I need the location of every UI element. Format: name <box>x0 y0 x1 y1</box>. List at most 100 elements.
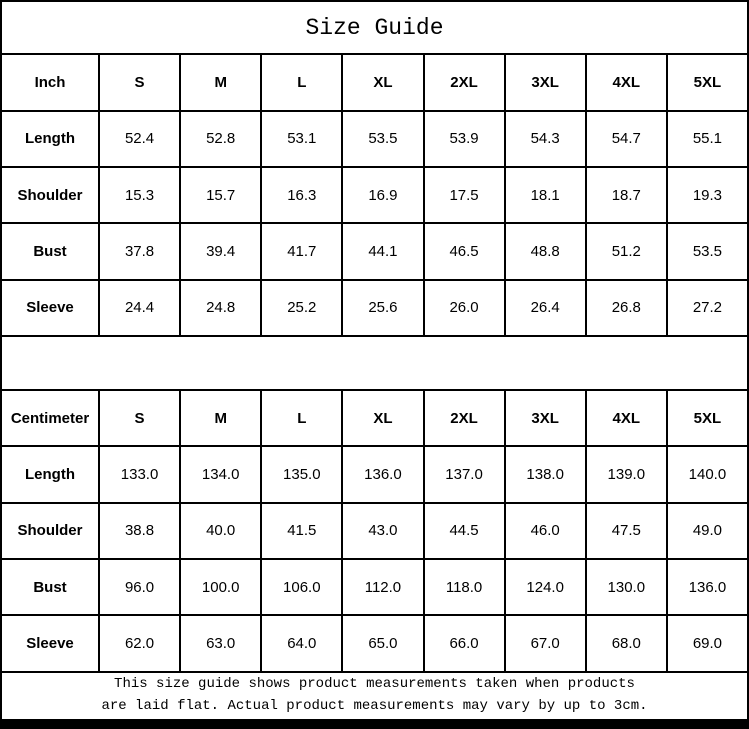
size-header-cell: M <box>179 53 263 112</box>
value-cell: 52.4 <box>97 109 182 168</box>
value-cell: 25.2 <box>260 278 344 337</box>
value-cell: 63.0 <box>179 614 263 673</box>
value-cell: 136.0 <box>665 558 749 617</box>
value-cell: 26.4 <box>503 278 587 337</box>
size-header-cell: S <box>97 53 182 112</box>
value-cell: 53.9 <box>422 109 506 168</box>
size-header-cell: 5XL <box>665 53 749 112</box>
footer-row: This size guide shows product measuremen… <box>0 670 749 722</box>
value-cell: 15.7 <box>179 165 263 225</box>
size-header-cell: 2XL <box>422 389 506 448</box>
value-cell: 37.8 <box>97 222 182 281</box>
value-cell: 16.3 <box>260 165 344 225</box>
value-cell: 67.0 <box>503 614 587 673</box>
measurement-row: Bust 37.8 39.4 41.7 44.1 46.5 48.8 51.2 53.5 <box>0 222 749 281</box>
value-cell: 64.0 <box>260 614 344 673</box>
title-row: Size Guide <box>0 0 749 56</box>
value-cell: 54.7 <box>584 109 668 168</box>
size-header-row: Inch S M L XL 2XL 3XL 4XL 5XL <box>0 53 749 112</box>
value-cell: 68.0 <box>584 614 668 673</box>
value-cell: 133.0 <box>97 445 182 504</box>
size-header-cell: XL <box>341 53 425 112</box>
value-cell: 43.0 <box>341 501 425 561</box>
value-cell: 19.3 <box>665 165 749 225</box>
value-cell: 135.0 <box>260 445 344 504</box>
row-label-cell: Shoulder <box>0 165 100 225</box>
value-cell: 48.8 <box>503 222 587 281</box>
measurement-row: Shoulder 38.8 40.0 41.5 43.0 44.5 46.0 47.5 49.0 <box>0 501 749 561</box>
footer-note-line1: This size guide shows product measuremen… <box>114 676 635 693</box>
value-cell: 26.8 <box>584 278 668 337</box>
value-cell: 16.9 <box>341 165 425 225</box>
row-label-cell: Sleeve <box>0 278 100 337</box>
value-cell: 96.0 <box>97 558 182 617</box>
measurement-row: Bust 96.0 100.0 106.0 112.0 118.0 124.0 130.0 13… <box>0 558 749 617</box>
value-cell: 39.4 <box>179 222 263 281</box>
unit-header-cell: Inch <box>0 53 100 112</box>
size-header-cell: 3XL <box>503 53 587 112</box>
value-cell: 27.2 <box>665 278 749 337</box>
value-cell: 69.0 <box>665 614 749 673</box>
value-cell: 15.3 <box>97 165 182 225</box>
value-cell: 40.0 <box>179 501 263 561</box>
value-cell: 18.7 <box>584 165 668 225</box>
value-cell: 17.5 <box>422 165 506 225</box>
value-cell: 24.8 <box>179 278 263 337</box>
value-cell: 52.8 <box>179 109 263 168</box>
size-header-cell: XL <box>341 389 425 448</box>
value-cell: 41.5 <box>260 501 344 561</box>
row-label-cell: Shoulder <box>0 501 100 561</box>
value-cell: 51.2 <box>584 222 668 281</box>
size-header-cell: S <box>97 389 182 448</box>
page-title: Size Guide <box>0 0 749 56</box>
measurement-row: Sleeve 62.0 63.0 64.0 65.0 66.0 67.0 68.0 69.0 <box>0 614 749 673</box>
value-cell: 41.7 <box>260 222 344 281</box>
title-section: Size Guide <box>0 0 749 56</box>
value-cell: 26.0 <box>422 278 506 337</box>
footer-note-line2: are laid flat. Actual product measuremen… <box>101 697 648 714</box>
size-header-cell: 3XL <box>503 389 587 448</box>
bottom-bar <box>0 721 749 729</box>
spacer-row <box>0 334 749 392</box>
value-cell: 24.4 <box>97 278 182 337</box>
value-cell: 130.0 <box>584 558 668 617</box>
value-cell: 66.0 <box>422 614 506 673</box>
value-cell: 124.0 <box>503 558 587 617</box>
value-cell: 44.5 <box>422 501 506 561</box>
value-cell: 140.0 <box>665 445 749 504</box>
value-cell: 138.0 <box>503 445 587 504</box>
value-cell: 100.0 <box>179 558 263 617</box>
value-cell: 18.1 <box>503 165 587 225</box>
size-header-cell: 2XL <box>422 53 506 112</box>
spacer-section <box>0 334 749 392</box>
size-header-row: Centimeter S M L XL 2XL 3XL 4XL 5XL <box>0 389 749 448</box>
value-cell: 38.8 <box>97 501 182 561</box>
row-label-cell: Bust <box>0 558 100 617</box>
value-cell: 49.0 <box>665 501 749 561</box>
size-header-cell: M <box>179 389 263 448</box>
size-header-cell: L <box>260 53 344 112</box>
value-cell: 136.0 <box>341 445 425 504</box>
row-label-cell: Sleeve <box>0 614 100 673</box>
row-label-cell: Length <box>0 445 100 504</box>
size-header-cell: L <box>260 389 344 448</box>
value-cell: 53.5 <box>665 222 749 281</box>
value-cell: 134.0 <box>179 445 263 504</box>
value-cell: 25.6 <box>341 278 425 337</box>
value-cell: 139.0 <box>584 445 668 504</box>
value-cell: 137.0 <box>422 445 506 504</box>
size-table-centimeter: Centimeter S M L XL 2XL 3XL 4XL 5XL Length 133.0 13… <box>0 389 749 673</box>
row-label-cell: Bust <box>0 222 100 281</box>
row-label-cell: Length <box>0 109 100 168</box>
value-cell: 106.0 <box>260 558 344 617</box>
measurement-row: Shoulder 15.3 15.7 16.3 16.9 17.5 18.1 18.7 19.3 <box>0 165 749 225</box>
value-cell: 62.0 <box>97 614 182 673</box>
size-header-cell: 5XL <box>665 389 749 448</box>
value-cell: 53.1 <box>260 109 344 168</box>
value-cell: 47.5 <box>584 501 668 561</box>
measurement-row: Sleeve 24.4 24.8 25.2 25.6 26.0 26.4 26.8 27.2 <box>0 278 749 337</box>
size-table-inch: Inch S M L XL 2XL 3XL 4XL 5XL Length 52.4 52.8 53.1 5… <box>0 53 749 337</box>
value-cell: 55.1 <box>665 109 749 168</box>
value-cell: 112.0 <box>341 558 425 617</box>
